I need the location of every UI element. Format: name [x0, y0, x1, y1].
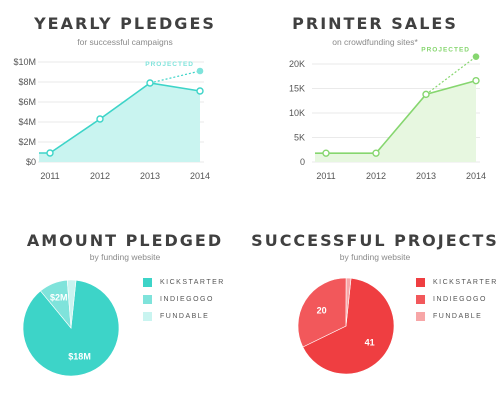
x-tick-label: 2014 — [190, 171, 210, 181]
legend-item-indiegogo: INDIEGOGO — [143, 292, 225, 307]
legend-item-indiegogo: INDIEGOGO — [416, 292, 498, 307]
yearly-pledges-chart: $0 $2M $4M $6M $8M $10M 2011 2012 2013 2014 PROJEC… — [13, 57, 210, 181]
x-tick-label: 2013 — [416, 171, 436, 181]
legend-label: KICKSTARTER — [160, 279, 225, 286]
legend-label: INDIEGOGO — [433, 296, 487, 303]
y-tick-label: 15K — [289, 84, 305, 94]
slice-label: $18M — [68, 352, 91, 362]
legend-swatch — [416, 312, 425, 321]
x-tick-label: 2012 — [366, 171, 386, 181]
data-point — [146, 79, 154, 87]
pie-slice — [345, 277, 352, 327]
data-point — [422, 90, 430, 99]
pie-slice — [302, 277, 395, 375]
chart-title: AMOUNT PLEDGED — [26, 231, 224, 250]
y-tick-label: 10K — [289, 108, 305, 118]
x-tick-label: 2012 — [90, 171, 110, 181]
slice-label: 20 — [317, 306, 327, 316]
chart-title: YEARLY PLEDGES — [34, 14, 216, 33]
slice-label: 41 — [365, 338, 375, 348]
successful-projects-pie: 41 20 — [297, 277, 395, 375]
data-point — [472, 76, 480, 85]
y-tick-label: 20K — [289, 59, 305, 69]
chart-subtitle: for successful campaigns — [77, 37, 173, 47]
series-area — [315, 80, 476, 162]
legend-label: INDIEGOGO — [160, 296, 214, 303]
chart-subtitle: by funding website — [339, 252, 411, 262]
amount-pledged-panel: AMOUNT PLEDGED by funding website $18M $2… — [0, 220, 250, 413]
x-tick-label: 2011 — [40, 171, 59, 181]
data-point — [196, 87, 204, 95]
data-point — [372, 149, 380, 157]
pie-slice — [297, 277, 347, 348]
projected-label: PROJECTED — [145, 61, 194, 68]
data-point — [322, 149, 330, 157]
printer-sales-panel: PRINTER SALES on crowdfunding sites* 0 5K… — [250, 0, 500, 200]
pie-slice — [66, 279, 77, 329]
chart-title: PRINTER SALES — [292, 14, 458, 33]
chart-subtitle: by funding website — [89, 252, 161, 262]
yearly-pledges-panel: YEARLY PLEDGES for successful campaigns … — [0, 0, 250, 200]
legend-swatch — [416, 295, 425, 304]
x-tick-label: 2014 — [466, 171, 486, 181]
y-tick-label: $8M — [18, 77, 36, 87]
legend-swatch — [143, 278, 152, 287]
y-tick-label: 5K — [294, 133, 305, 143]
legend-item-fundable: FUNDABLE — [416, 309, 498, 324]
legend-swatch — [416, 278, 425, 287]
legend-item-kickstarter: KICKSTARTER — [143, 275, 225, 290]
legend-label: FUNDABLE — [160, 313, 210, 320]
legend-label: FUNDABLE — [433, 313, 483, 320]
series-area — [39, 83, 200, 162]
y-tick-label: $2M — [18, 137, 36, 147]
projected-point — [472, 53, 480, 60]
y-tick-label: $6M — [18, 97, 36, 107]
y-tick-label: $10M — [13, 57, 36, 67]
legend-swatch — [143, 295, 152, 304]
y-tick-label: $4M — [18, 117, 36, 127]
amount-pledged-pie: $18M $2M — [22, 279, 120, 377]
printer-sales-chart: 0 5K 10K 15K 20K 2011 2012 2013 2014 PROJECTED — [289, 47, 486, 181]
y-tick-label: $0 — [26, 157, 36, 167]
projected-label: PROJECTED — [421, 47, 470, 54]
projection-line — [149, 70, 201, 84]
chart-title: SUCCESSFUL PROJECTS — [251, 231, 499, 250]
legend-swatch — [143, 312, 152, 321]
legend-label: KICKSTARTER — [433, 279, 498, 286]
pie-legend: KICKSTARTER INDIEGOGO FUNDABLE — [143, 275, 225, 326]
successful-projects-panel: SUCCESSFUL PROJECTS by funding website 4… — [250, 220, 500, 413]
y-tick-label: 0 — [300, 157, 305, 167]
projection-line — [425, 56, 477, 95]
x-tick-label: 2011 — [316, 171, 335, 181]
x-tick-label: 2013 — [140, 171, 160, 181]
legend-item-fundable: FUNDABLE — [143, 309, 225, 324]
pie-legend: KICKSTARTER INDIEGOGO FUNDABLE — [416, 275, 498, 326]
projected-point — [196, 67, 204, 75]
slice-label: $2M — [50, 293, 68, 303]
data-point — [96, 115, 104, 123]
chart-subtitle: on crowdfunding sites* — [332, 37, 418, 47]
legend-item-kickstarter: KICKSTARTER — [416, 275, 498, 290]
data-point — [46, 149, 54, 157]
